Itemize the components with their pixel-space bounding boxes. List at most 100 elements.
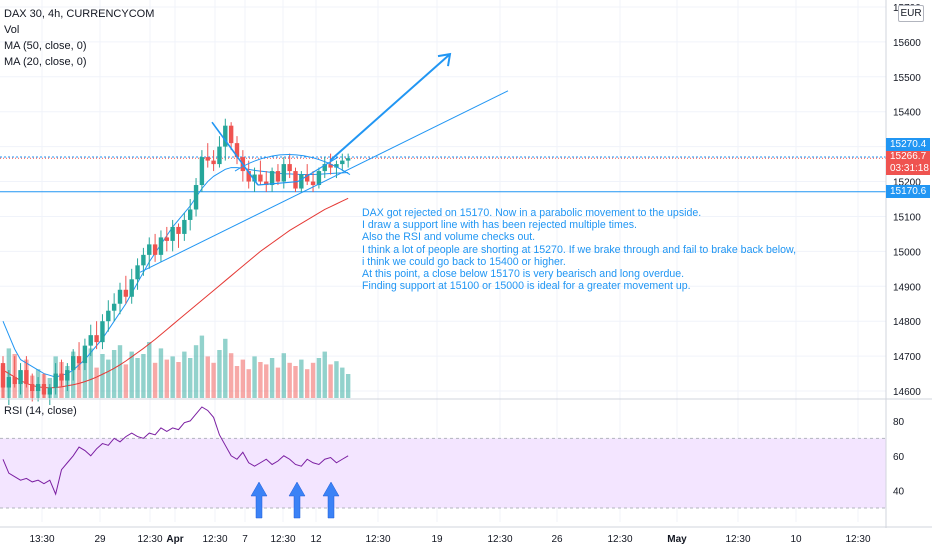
- candle: [287, 153, 292, 179]
- price-tick-label: 14900: [893, 282, 921, 293]
- volume-bar: [234, 366, 240, 398]
- legend-symbol[interactable]: DAX 30, 4h, CURRENCYCOM: [4, 8, 155, 20]
- volume-bar: [228, 353, 234, 398]
- candle-body: [88, 335, 93, 346]
- candle-body: [328, 164, 333, 168]
- volume-bar: [264, 364, 269, 398]
- rsi-tick-label: 40: [893, 487, 905, 498]
- pattern-line: [257, 180, 299, 186]
- ma20-line: [2, 167, 349, 378]
- analysis-note: DAX got rejected on 15170. Now in a para…: [362, 207, 796, 292]
- candle: [176, 223, 181, 248]
- price-tick-label: 14600: [893, 387, 921, 398]
- rsi-legend[interactable]: RSI (14, close): [4, 405, 77, 417]
- last-price-badge: 15266.7 03:31:18: [886, 151, 930, 175]
- candle: [0, 356, 6, 398]
- candle-body: [71, 356, 76, 371]
- time-tick-label: 12:30: [270, 534, 295, 545]
- candle-body: [129, 279, 134, 297]
- candle: [24, 356, 29, 388]
- candle: [170, 219, 175, 252]
- candle-body: [287, 164, 292, 172]
- candle: [275, 164, 281, 186]
- legend-volume[interactable]: Vol: [4, 24, 20, 36]
- volume-bar: [328, 364, 333, 398]
- trend-drawings: [139, 52, 509, 273]
- target-arrow-shaft: [329, 53, 451, 162]
- grid: [0, 0, 886, 522]
- candle: [59, 359, 64, 388]
- time-tick-label: 7: [242, 534, 248, 545]
- support-badge: 15170.6: [886, 185, 930, 198]
- candle: [258, 160, 263, 186]
- candle-body: [176, 226, 181, 234]
- candle-body: [293, 171, 298, 189]
- candle-body: [252, 174, 257, 182]
- volume-bar: [258, 362, 263, 398]
- volume-bar: [158, 348, 164, 398]
- price-tick-label: 15500: [893, 73, 921, 84]
- volume-bar: [281, 353, 286, 398]
- candle-body: [82, 345, 88, 364]
- candle: [310, 171, 316, 193]
- candle: [18, 363, 23, 395]
- candle: [264, 171, 269, 193]
- time-tick-label: 12: [310, 534, 322, 545]
- volume-bar: [176, 362, 181, 398]
- candle: [322, 157, 327, 179]
- candle-body: [316, 171, 322, 186]
- moving-averages: [2, 167, 349, 389]
- candle: [117, 282, 123, 315]
- volume-bar: [322, 351, 327, 398]
- candle: [41, 373, 47, 398]
- candlesticks: [0, 118, 351, 405]
- candle-body: [205, 157, 210, 161]
- currency-button[interactable]: EUR: [898, 5, 924, 22]
- price-tick-label: 15400: [893, 108, 921, 119]
- candle: [340, 153, 345, 172]
- volume-bar: [147, 342, 152, 398]
- volume-bar: [275, 367, 281, 398]
- candle: [205, 143, 210, 168]
- candle-body: [6, 377, 12, 388]
- time-tick-label: 26: [551, 534, 563, 545]
- volume-bar: [106, 359, 111, 398]
- candle: [188, 199, 193, 231]
- candle-body: [59, 373, 64, 381]
- time-tick-label: 12:30: [725, 534, 750, 545]
- candle: [53, 363, 58, 395]
- candle: [123, 275, 129, 304]
- candle: [71, 349, 76, 381]
- candle: [129, 268, 134, 304]
- candle-body: [12, 377, 17, 385]
- legend-ma20[interactable]: MA (20, close, 0): [4, 56, 87, 68]
- volume-bar: [252, 356, 257, 398]
- pattern-line: [297, 156, 339, 183]
- candle: [246, 160, 251, 189]
- price-tick-label: 14800: [893, 317, 921, 328]
- candle-body: [345, 158, 351, 161]
- candle-body: [258, 174, 263, 182]
- candle: [12, 356, 17, 388]
- candle-body: [117, 289, 123, 304]
- note-line: I draw a support line with has been reje…: [362, 219, 637, 232]
- volume-bar: [334, 361, 339, 398]
- candle: [147, 237, 152, 269]
- candle: [100, 314, 105, 350]
- time-tick-label: Apr: [166, 534, 183, 545]
- volume-bar: [100, 354, 105, 398]
- legend-ma50[interactable]: MA (50, close, 0): [4, 40, 87, 52]
- candle-body: [223, 125, 228, 147]
- rsi-line: [2, 406, 349, 496]
- volume-bar: [94, 367, 99, 398]
- candle-body: [158, 237, 164, 255]
- note-line: i think we could go back to 15400 or hig…: [362, 255, 566, 268]
- candle-body: [246, 171, 251, 182]
- candle: [135, 258, 140, 290]
- volume-bar: [193, 345, 199, 398]
- pattern-line: [211, 121, 259, 186]
- candle: [76, 342, 82, 371]
- candle: [82, 338, 88, 371]
- candle: [106, 300, 111, 332]
